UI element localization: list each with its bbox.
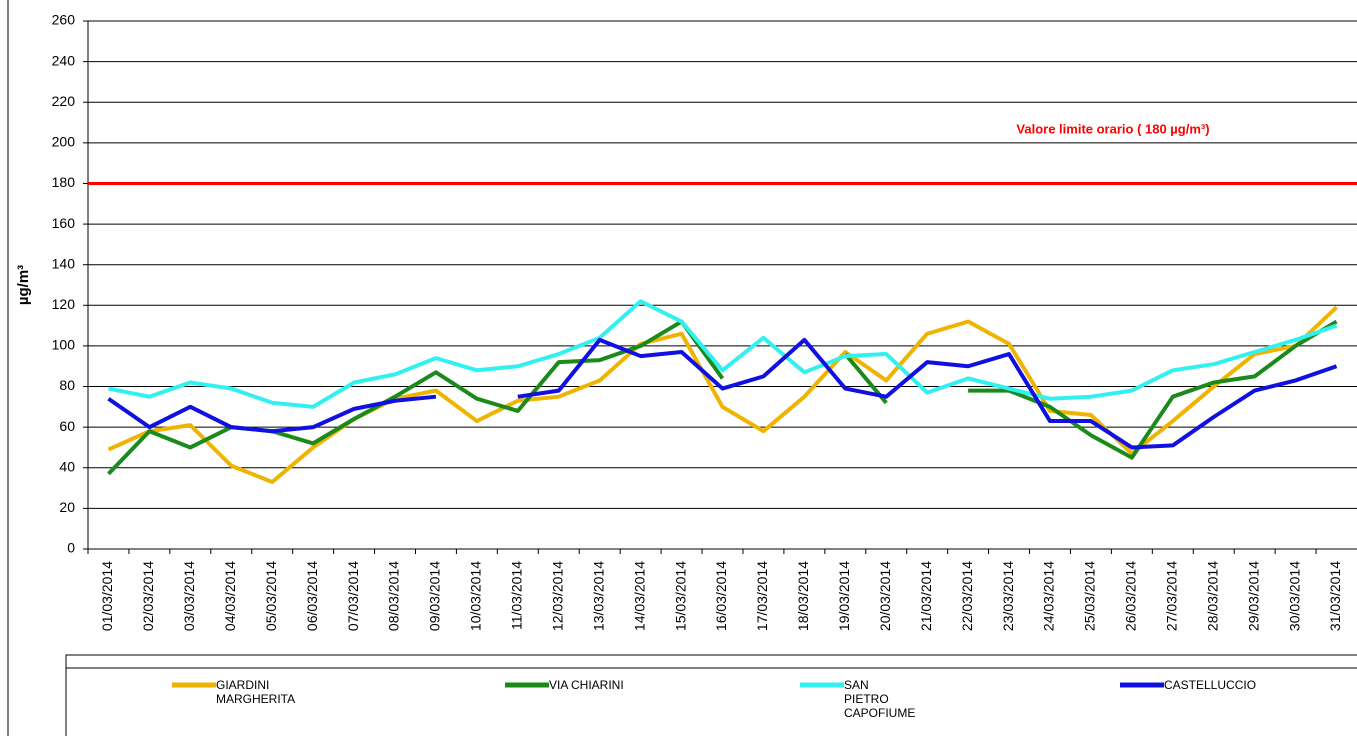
legend-label: VIA CHIARINI xyxy=(549,678,624,692)
series-line xyxy=(107,319,1338,476)
x-tick-label: 28/03/2014 xyxy=(1204,561,1220,631)
x-tick-label: 06/03/2014 xyxy=(304,561,320,631)
series-line xyxy=(108,299,1338,409)
x-tick-label: 27/03/2014 xyxy=(1163,561,1179,631)
x-tick-label: 24/03/2014 xyxy=(1041,561,1057,631)
series-line xyxy=(107,337,1338,450)
x-tick-label: 03/03/2014 xyxy=(181,561,197,631)
y-tick-label: 140 xyxy=(52,255,76,271)
x-tick-label: 30/03/2014 xyxy=(1286,561,1302,631)
y-tick-label: 220 xyxy=(52,93,76,109)
x-tick-label: 16/03/2014 xyxy=(713,561,729,631)
x-tick-label: 19/03/2014 xyxy=(836,561,852,631)
x-tick-label: 05/03/2014 xyxy=(263,561,279,631)
x-tick-label: 17/03/2014 xyxy=(754,561,770,631)
x-tick-label: 08/03/2014 xyxy=(386,561,402,631)
legend-label: GIARDINI MARGHERITA xyxy=(216,678,296,706)
x-tick-label: 21/03/2014 xyxy=(918,561,934,631)
y-tick-label: 260 xyxy=(52,12,76,28)
x-tick-label: 01/03/2014 xyxy=(99,561,115,631)
y-tick-label: 40 xyxy=(59,458,75,474)
x-tick-label: 23/03/2014 xyxy=(1000,561,1016,631)
y-tick-label: 100 xyxy=(52,337,76,353)
x-tick-label: 20/03/2014 xyxy=(877,561,893,631)
x-tick-label: 18/03/2014 xyxy=(795,561,811,631)
x-tick-label: 04/03/2014 xyxy=(222,561,238,631)
x-tick-label: 26/03/2014 xyxy=(1123,561,1139,631)
x-tick-label: 25/03/2014 xyxy=(1082,561,1098,631)
x-tick-label: 22/03/2014 xyxy=(959,561,975,631)
legend-label: CASTELLUCCIO xyxy=(1164,678,1257,692)
y-tick-label: 200 xyxy=(52,134,76,150)
x-tick-label: 09/03/2014 xyxy=(427,561,443,631)
y-tick-label: 240 xyxy=(52,52,76,68)
x-tick-label: 02/03/2014 xyxy=(140,561,156,631)
x-tick-label: 07/03/2014 xyxy=(345,561,361,631)
y-tick-label: 120 xyxy=(52,296,76,312)
annotation: Valore limite orario ( 180 µg/m³) xyxy=(1016,121,1209,136)
x-tick-label: 15/03/2014 xyxy=(672,561,688,631)
x-tick-label: 12/03/2014 xyxy=(549,561,565,631)
y-tick-label: 160 xyxy=(52,215,76,231)
x-tick-label: 13/03/2014 xyxy=(590,561,606,631)
y-tick-label: 180 xyxy=(52,174,76,190)
legend-label: SAN PIETRO CAPOFIUME xyxy=(844,678,916,720)
y-tick-label: 60 xyxy=(59,418,75,434)
x-tick-label: 10/03/2014 xyxy=(468,561,484,631)
series-line xyxy=(107,305,1338,484)
y-tick-label: 80 xyxy=(59,377,75,393)
x-tick-label: 31/03/2014 xyxy=(1327,561,1343,631)
x-tick-label: 29/03/2014 xyxy=(1245,561,1261,631)
x-tick-label: 11/03/2014 xyxy=(509,561,525,630)
y-tick-label: 0 xyxy=(67,540,75,556)
y-axis-label: µg/m³ xyxy=(15,265,32,305)
x-tick-label: 14/03/2014 xyxy=(631,561,647,631)
y-tick-label: 20 xyxy=(59,499,75,515)
legend-box xyxy=(65,654,1357,736)
